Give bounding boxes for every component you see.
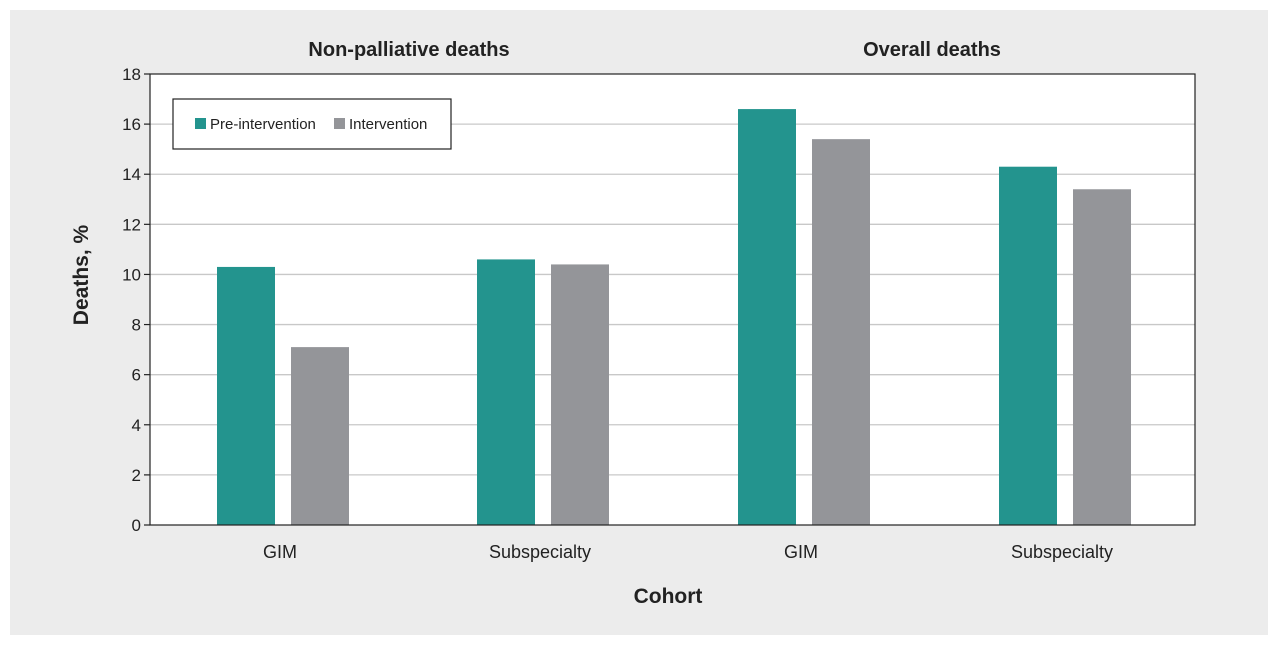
bar-intervention-2 <box>812 139 870 525</box>
group-title-non-palliative: Non-palliative deaths <box>308 39 509 61</box>
y-tick-label: 8 <box>132 316 141 335</box>
bar-pre-intervention-0 <box>217 266 275 525</box>
x-axis-categories: GIM Subspecialty GIM Subspecialty <box>263 542 1113 562</box>
y-tick-label: 16 <box>122 115 141 134</box>
bar-intervention-1 <box>551 264 609 525</box>
legend-label-pre-intervention: Pre-intervention <box>210 116 316 133</box>
group-title-overall: Overall deaths <box>863 39 1001 61</box>
y-tick-label: 4 <box>132 416 141 435</box>
plot-frame <box>149 73 1196 526</box>
bars <box>217 109 1131 526</box>
bar-pre-intervention-2 <box>738 109 796 526</box>
x-axis-title: Cohort <box>634 585 703 608</box>
bar-pre-intervention-3 <box>999 166 1057 525</box>
y-tick-label: 10 <box>122 265 141 284</box>
y-tick-label: 14 <box>122 165 141 184</box>
legend-box <box>172 98 452 150</box>
legend-label-intervention: Intervention <box>349 116 427 133</box>
bar-pre-intervention-1 <box>477 259 535 525</box>
y-tick-label: 2 <box>132 466 141 485</box>
y-tick-label: 12 <box>122 215 141 234</box>
y-axis-ticks: 0 2 4 6 8 10 12 14 16 18 <box>122 65 150 535</box>
y-tick-label: 0 <box>132 516 141 535</box>
bar-intervention-0 <box>291 347 349 525</box>
y-tick-label: 18 <box>122 65 141 84</box>
legend-swatch-intervention <box>334 118 345 129</box>
y-tick-label: 6 <box>132 366 141 385</box>
x-category-label: GIM <box>784 542 818 562</box>
bar-intervention-3 <box>1073 189 1131 525</box>
legend: Pre-intervention Intervention <box>172 98 452 150</box>
x-category-label: GIM <box>263 542 297 562</box>
legend-swatch-pre-intervention <box>195 118 206 129</box>
y-axis-title: Deaths, % <box>70 224 93 325</box>
x-category-label: Subspecialty <box>1011 542 1113 562</box>
x-category-label: Subspecialty <box>489 542 591 562</box>
